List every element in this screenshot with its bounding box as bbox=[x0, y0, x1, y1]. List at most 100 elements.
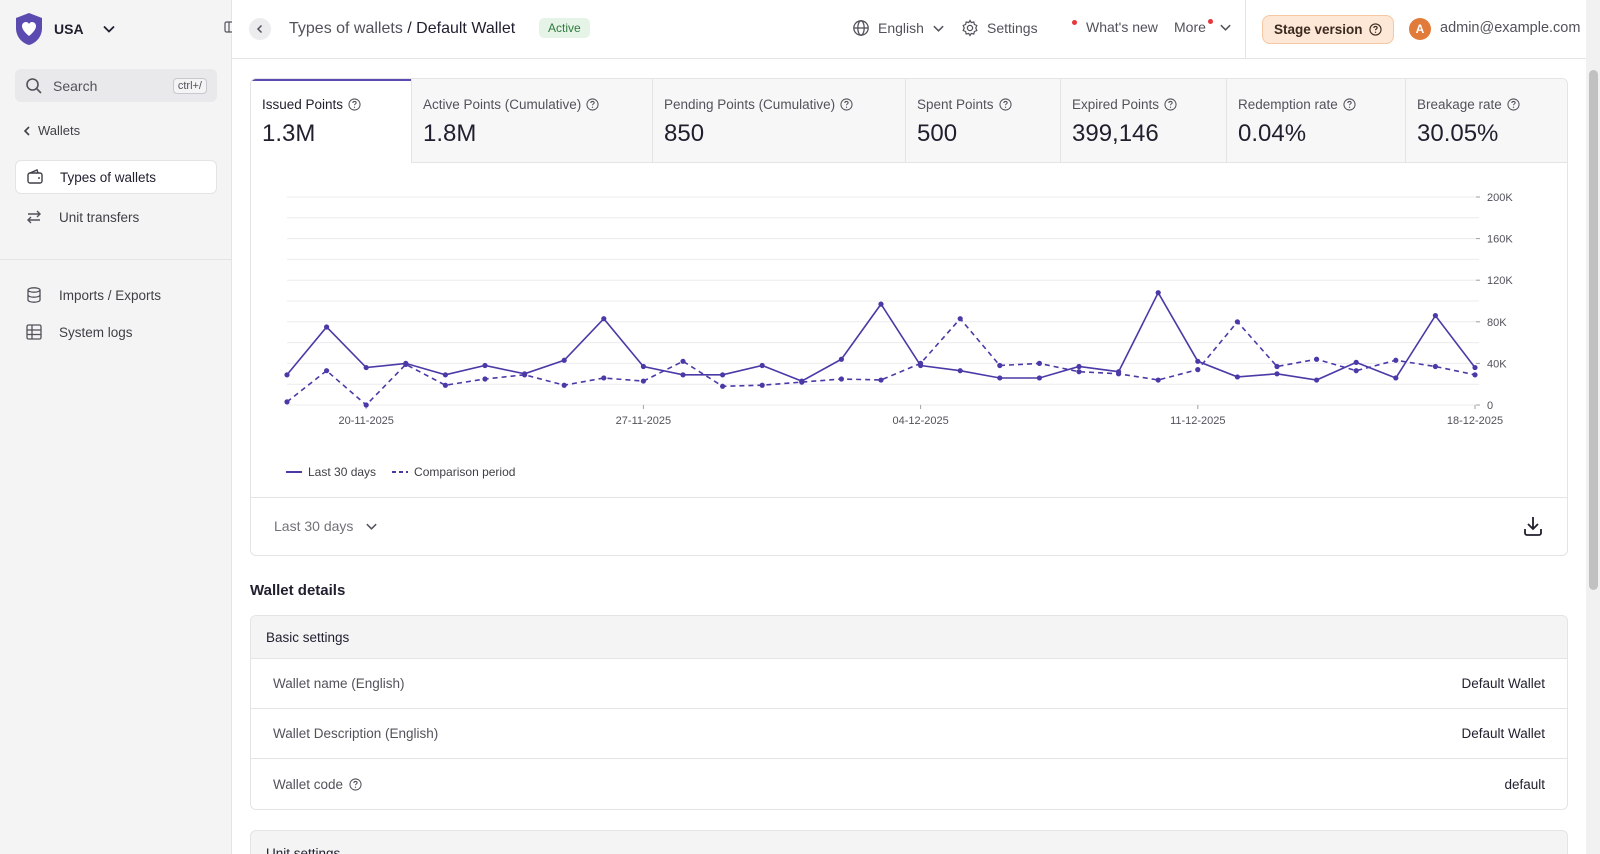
legend-item-comparison-period[interactable]: Comparison period bbox=[392, 465, 515, 479]
more-menu[interactable]: More bbox=[1174, 18, 1232, 35]
data-point-comparison-period bbox=[1195, 367, 1201, 373]
data-point-last-30-days bbox=[561, 357, 567, 363]
data-point-comparison-period bbox=[1472, 372, 1478, 378]
data-point-comparison-period bbox=[601, 375, 607, 381]
stat-value: 30.05% bbox=[1417, 120, 1499, 147]
period-select[interactable]: Last 30 days bbox=[274, 518, 378, 534]
language-selector[interactable]: English bbox=[852, 19, 945, 37]
data-point-comparison-period bbox=[1314, 356, 1320, 362]
data-point-comparison-period bbox=[680, 358, 686, 364]
tab-issued-points[interactable]: Issued Points 1.3M bbox=[251, 79, 412, 163]
stat-label: Pending Points (Cumulative) bbox=[664, 97, 836, 112]
help-circle-icon bbox=[348, 98, 361, 111]
download-icon[interactable] bbox=[1521, 514, 1545, 538]
card-footer: Last 30 days bbox=[251, 497, 1567, 555]
help-circle-icon bbox=[349, 777, 362, 791]
settings-link[interactable]: Settings bbox=[961, 19, 1038, 37]
detail-value: Default Wallet bbox=[1461, 676, 1545, 691]
help-circle-icon bbox=[1343, 98, 1356, 111]
y-tick-label: 200K bbox=[1487, 192, 1513, 204]
sidebar-item-unit-transfers[interactable]: Unit transfers bbox=[15, 200, 217, 234]
database-icon bbox=[27, 287, 41, 303]
data-point-comparison-period bbox=[1155, 377, 1161, 383]
chevron-down-icon bbox=[366, 523, 378, 530]
data-point-last-30-days bbox=[759, 362, 765, 369]
sidebar-item-label: System logs bbox=[59, 324, 133, 340]
avatar[interactable]: A bbox=[1409, 18, 1431, 40]
tab-spent-points[interactable]: Spent Points 500 bbox=[906, 79, 1061, 163]
whats-new-link[interactable]: What's new bbox=[1072, 19, 1158, 35]
stat-value: 500 bbox=[917, 120, 958, 147]
stat-value: 1.3M bbox=[262, 120, 316, 147]
data-point-comparison-period bbox=[482, 376, 488, 382]
legend-item-last-30-days[interactable]: Last 30 days bbox=[286, 465, 376, 479]
tab-breakage-rate[interactable]: Breakage rate 30.05% bbox=[1406, 79, 1567, 163]
data-point-last-30-days bbox=[1195, 358, 1201, 364]
search-input[interactable]: Search ctrl+/ bbox=[15, 69, 217, 102]
data-point-comparison-period bbox=[403, 361, 409, 368]
data-point-last-30-days bbox=[363, 364, 369, 371]
data-point-comparison-period bbox=[1274, 363, 1280, 370]
data-point-last-30-days bbox=[1036, 375, 1042, 381]
gear-icon bbox=[962, 19, 978, 37]
back-button[interactable] bbox=[249, 18, 271, 40]
data-point-comparison-period bbox=[363, 402, 369, 408]
stat-value: 399,146 bbox=[1072, 120, 1159, 147]
basic-settings-header: Basic settings bbox=[251, 616, 1567, 659]
data-point-comparison-period bbox=[640, 378, 646, 384]
x-tick-label: 18-12-2025 bbox=[1447, 415, 1503, 427]
user-email[interactable]: admin@example.com bbox=[1440, 20, 1581, 36]
sidebar: USA Search ctrl+/ Wallets Types of walle… bbox=[0, 0, 238, 854]
detail-label: Wallet code bbox=[273, 776, 344, 792]
notification-dot bbox=[1072, 19, 1077, 25]
data-point-comparison-period bbox=[957, 316, 963, 322]
tab-active-points[interactable]: Active Points (Cumulative) 1.8M bbox=[412, 79, 653, 163]
data-point-comparison-period bbox=[878, 377, 884, 383]
chevron-down-icon bbox=[1220, 24, 1231, 31]
stat-value: 1.8M bbox=[423, 120, 477, 147]
data-point-comparison-period bbox=[561, 382, 567, 388]
breadcrumb-parent[interactable]: Types of wallets bbox=[289, 20, 403, 37]
wallet-icon bbox=[27, 169, 43, 184]
scrollbar-thumb[interactable] bbox=[1589, 70, 1598, 590]
unit-settings-header: Unit settings bbox=[250, 830, 1568, 854]
data-point-last-30-days bbox=[601, 316, 607, 322]
tab-redemption-rate[interactable]: Redemption rate 0.04% bbox=[1227, 79, 1406, 163]
basic-settings-card: Basic settings Wallet name (English) Def… bbox=[250, 615, 1568, 810]
help-circle-icon bbox=[1164, 98, 1177, 111]
data-point-comparison-period bbox=[1393, 357, 1399, 363]
search-icon bbox=[26, 77, 42, 94]
status-badge: Active bbox=[539, 18, 590, 38]
table-icon bbox=[26, 324, 42, 340]
detail-row-wallet-code: Wallet code default bbox=[251, 759, 1567, 809]
tab-pending-points[interactable]: Pending Points (Cumulative) 850 bbox=[653, 79, 906, 163]
y-tick-label: 120K bbox=[1487, 275, 1513, 287]
header-divider bbox=[1245, 0, 1246, 58]
data-point-comparison-period bbox=[324, 368, 330, 374]
logo-heart-shield-icon bbox=[16, 13, 42, 45]
sidebar-item-imports-exports[interactable]: Imports / Exports bbox=[15, 278, 217, 312]
tab-expired-points[interactable]: Expired Points 399,146 bbox=[1061, 79, 1227, 163]
sidebar-item-types-of-wallets[interactable]: Types of wallets bbox=[15, 160, 217, 194]
notification-dot bbox=[1207, 18, 1213, 24]
x-tick-label: 27-11-2025 bbox=[616, 415, 671, 427]
brand-switcher[interactable]: USA bbox=[14, 12, 116, 46]
back-to-wallets-link[interactable]: Wallets bbox=[22, 123, 80, 138]
data-point-comparison-period bbox=[284, 399, 290, 405]
stage-version-button[interactable]: Stage version bbox=[1262, 15, 1394, 44]
data-point-last-30-days bbox=[1076, 363, 1082, 370]
data-point-last-30-days bbox=[1234, 374, 1240, 380]
data-point-comparison-period bbox=[720, 383, 726, 389]
data-point-comparison-period bbox=[838, 376, 845, 382]
x-tick-label: 20-11-2025 bbox=[338, 415, 393, 427]
search-placeholder: Search bbox=[53, 77, 98, 94]
sidebar-item-system-logs[interactable]: System logs bbox=[15, 315, 217, 349]
stat-label: Issued Points bbox=[262, 97, 344, 112]
data-point-comparison-period bbox=[522, 372, 528, 378]
data-point-last-30-days bbox=[1353, 359, 1359, 365]
sidebar-item-label: Unit transfers bbox=[59, 209, 140, 225]
data-point-last-30-days bbox=[997, 375, 1003, 381]
data-point-comparison-period bbox=[759, 382, 765, 388]
stat-label: Active Points (Cumulative) bbox=[423, 97, 582, 112]
help-circle-icon bbox=[586, 98, 599, 111]
